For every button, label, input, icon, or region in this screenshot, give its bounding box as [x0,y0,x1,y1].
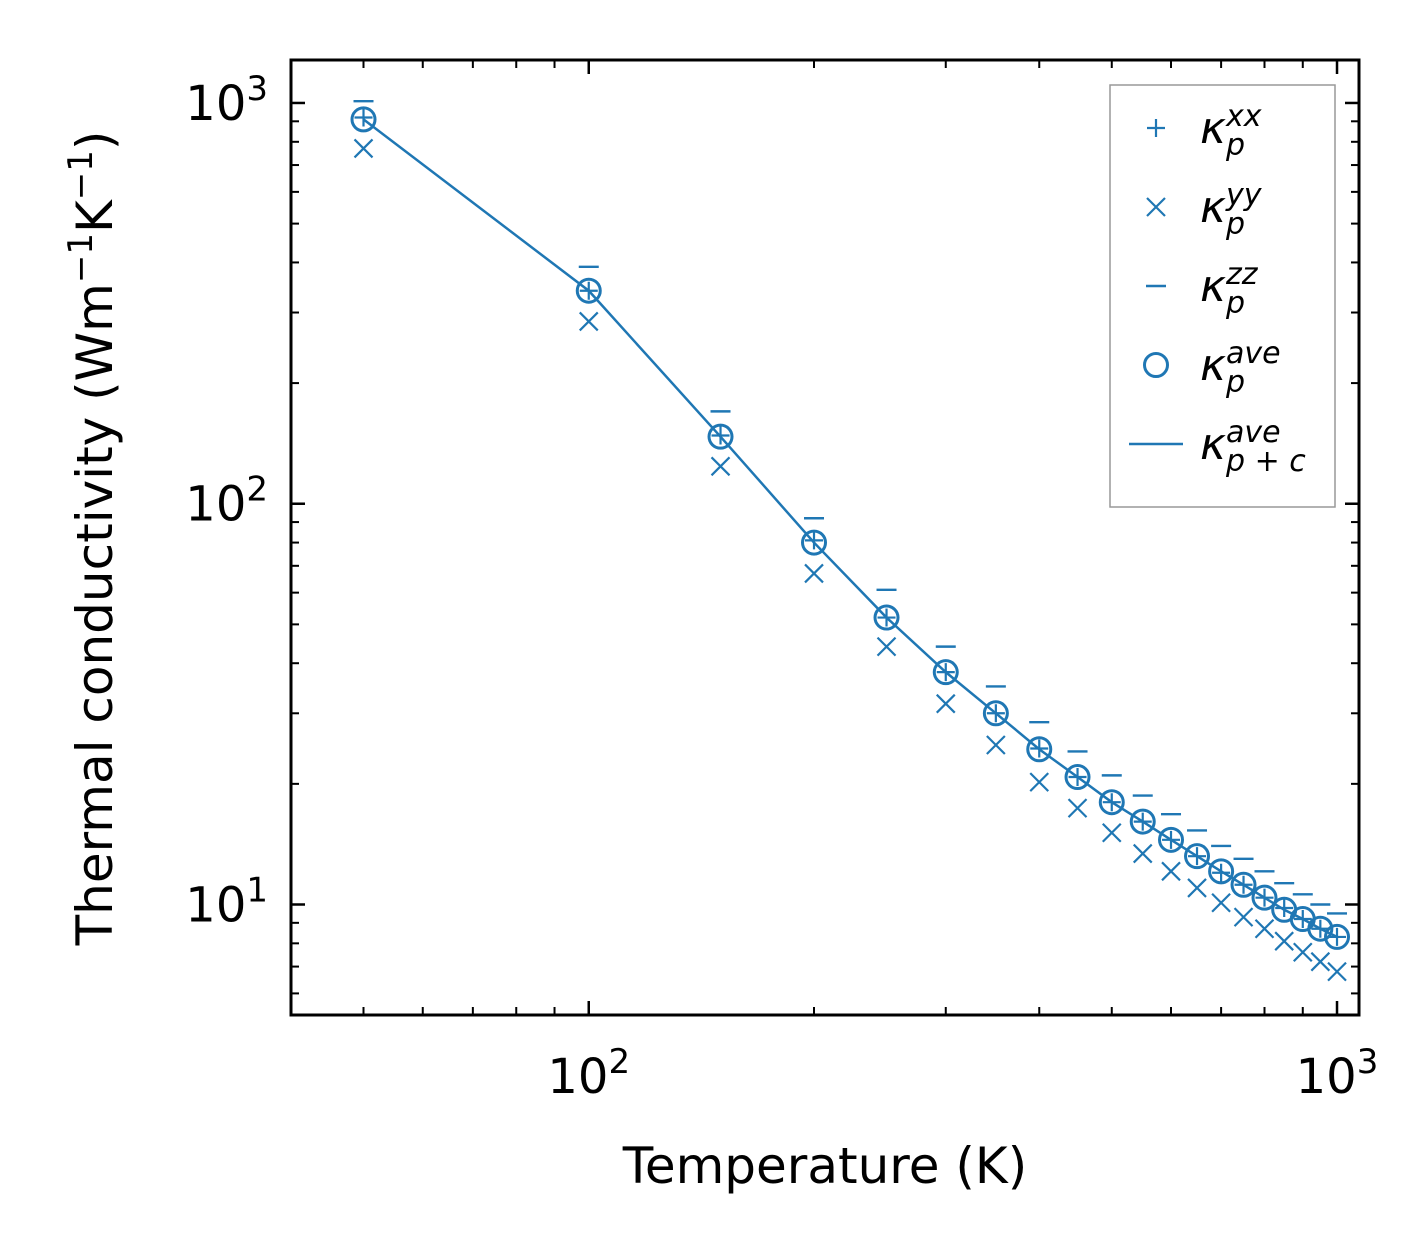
point-kyy [1233,907,1254,927]
y-tick-label: 102 [185,470,268,533]
point-kave [1307,915,1334,942]
legend-label-sup: zz [1225,257,1259,292]
point-kyy [1101,822,1122,843]
legend-label-kavepc: κave p + c [1200,415,1306,479]
y-tick-label-exp: 3 [246,69,268,109]
point-kyy [578,311,599,332]
legend-label-kxx: κxx p [1200,99,1262,163]
legend-label-base: κ [1200,340,1226,391]
y-axis-label-sup2: −1 [61,150,101,200]
point-kyy [986,735,1006,755]
point-kave [1129,808,1156,835]
legend-marker-kyy [1146,197,1166,217]
point-kyy [935,693,956,714]
point-kyy [1132,843,1153,864]
point-kave [350,106,377,133]
point-kave [1098,789,1125,816]
point-kave [575,277,602,304]
point-kyy [1211,892,1231,913]
x-tick-label-exp: 2 [608,1042,630,1082]
plot-frame [289,58,1361,1017]
series-line-kavepc [362,118,1338,939]
legend-label-base: κ [1200,261,1226,312]
y-axis-label-end: ) [66,131,124,151]
x-axis-label: Temperature (K) [622,1137,1027,1195]
series-kzz [353,100,1348,915]
legend-label-base: κ [1200,103,1226,154]
y-tick-label-exp: 1 [246,870,268,910]
point-kyy [804,563,824,584]
legend-label-sub: p [1225,128,1245,163]
legend-label-sub: p [1225,365,1245,400]
legend-label-kzz: κzz p [1200,257,1259,321]
point-kyy [876,636,897,657]
x-tick-label: 102 [547,1042,630,1105]
point-kyy [1327,961,1347,982]
x-tick-label-base: 10 [1296,1049,1357,1105]
series-kave [350,106,1351,950]
legend-label-sup: ave [1226,415,1281,450]
legend-label-sub: p + c [1225,444,1306,479]
point-kave [1230,871,1257,898]
point-kxx [354,108,373,127]
legend-label-sub: p [1225,207,1245,242]
point-kave [932,659,959,686]
point-kave [1184,843,1211,870]
y-tick-label-base: 10 [185,877,246,933]
y-axis-label-main: Thermal conductivity (Wm [66,283,124,946]
point-kave [1251,884,1278,911]
legend-label-sub: p [1225,286,1245,321]
point-kave [707,423,734,450]
legend-frame [1109,84,1336,508]
y-tick-label-base: 10 [185,76,246,132]
legend-label-sup: xx [1225,99,1262,134]
point-kyy [1310,951,1331,972]
y-axis-label-mid: K [66,199,124,233]
point-kyy [1254,918,1275,939]
point-kyy [1293,942,1313,963]
legend-marker-kave [1143,352,1169,378]
point-kave [1208,858,1235,885]
point-kyy [1161,861,1181,882]
legend-label-kave: κave p [1200,336,1281,400]
point-kave [1324,923,1351,950]
point-kyy [1187,878,1207,898]
series-kyy [353,138,1347,982]
point-kyy [1274,931,1294,951]
point-kave [873,604,900,631]
x-tick-label-base: 10 [547,1049,608,1105]
y-axis-label: Thermal conductivity (Wm−1K−1) [61,131,124,947]
y-tick-label: 101 [185,870,268,933]
series-kavepc [362,118,1338,939]
y-axis-label-sup1: −1 [61,233,101,283]
point-kxx [1275,899,1294,918]
x-tick-label-exp: 3 [1357,1042,1379,1082]
legend-label-base: κ [1200,182,1226,233]
point-kxx [805,531,824,550]
x-tick-label: 103 [1296,1042,1379,1105]
point-kave [1158,826,1185,853]
legend-marker-kxx [1147,119,1165,137]
point-kyy [353,138,374,159]
point-kave [801,529,828,556]
y-tick-label: 103 [185,69,268,132]
y-tick-label-base: 10 [185,477,246,533]
point-kyy [710,456,731,477]
legend-label-sup: yy [1225,178,1263,213]
point-kave [1026,736,1053,763]
point-kave [982,700,1009,727]
legend-label-sup: ave [1226,336,1281,371]
data-layer [350,100,1351,982]
point-kyy [1029,772,1050,792]
y-tick-label-exp: 2 [246,470,268,510]
point-kave [1064,764,1091,791]
legend-label-kyy: κyy p [1200,178,1263,242]
point-kyy [1067,798,1088,818]
legend-label-base: κ [1200,419,1226,470]
